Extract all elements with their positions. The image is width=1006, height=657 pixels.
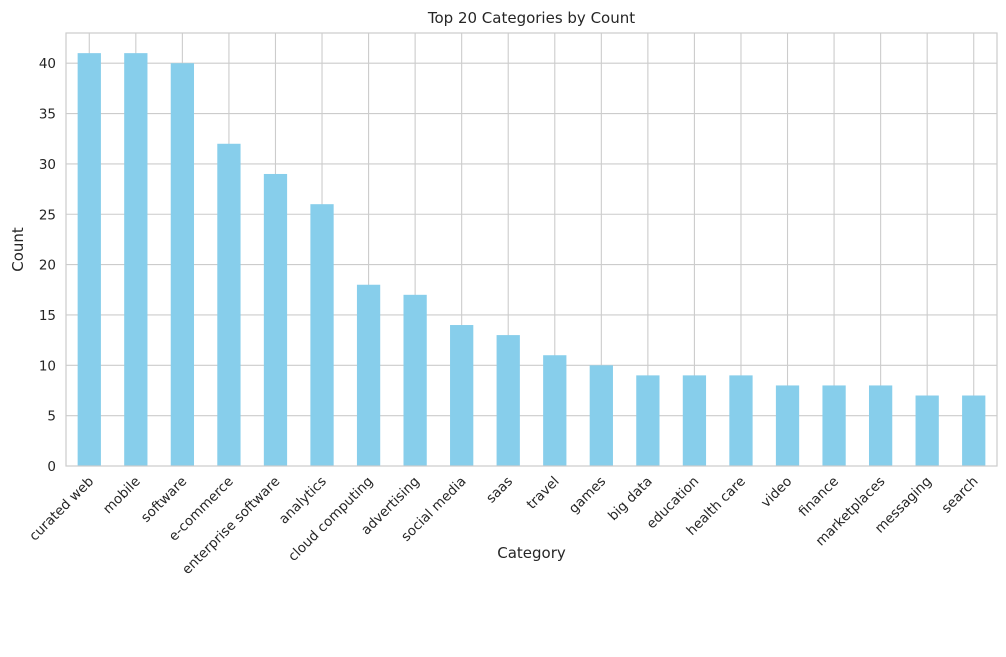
bar-travel: [543, 355, 567, 466]
x-tick-label: curated web: [26, 474, 97, 545]
bar-social-media: [450, 325, 474, 466]
bar-search: [962, 395, 986, 466]
bar-health-care: [729, 375, 753, 466]
bar-advertising: [403, 294, 427, 466]
x-tick-label: cloud computing: [285, 474, 376, 565]
x-axis-label: Category: [497, 544, 566, 562]
bar-video: [775, 385, 800, 466]
y-axis-label: Count: [9, 227, 27, 272]
y-tick-label: 30: [39, 157, 56, 173]
bar-finance: [822, 385, 846, 466]
y-tick-label: 20: [39, 258, 56, 274]
chart-title: Top 20 Categories by Count: [427, 9, 635, 27]
bar-layer: [77, 53, 986, 467]
y-tick-label: 5: [47, 409, 56, 425]
bar-games: [589, 365, 613, 466]
x-tick-label: video: [758, 474, 795, 511]
bar-e-commerce: [217, 143, 241, 466]
x-tick-label: mobile: [100, 474, 144, 518]
bar-curated-web: [77, 53, 101, 467]
y-tick-label: 15: [39, 308, 56, 324]
y-tick-label: 10: [39, 358, 56, 374]
bar-mobile: [124, 53, 148, 467]
y-tick-label: 40: [39, 56, 56, 72]
y-tick-label: 25: [39, 207, 56, 223]
y-tick-label: 0: [47, 459, 56, 475]
x-tick-labels: curated web mobilesoftwaree-commerceenter…: [26, 474, 981, 578]
bar-messaging: [915, 395, 939, 466]
bar-marketplaces: [868, 385, 893, 466]
bar-analytics: [310, 204, 334, 467]
x-tick-label: games: [566, 474, 609, 517]
grid-layer: [66, 33, 997, 467]
bar-education: [682, 375, 707, 466]
x-tick-label: travel: [524, 474, 563, 513]
x-tick-label: finance: [795, 474, 841, 520]
bar-software: [170, 63, 195, 467]
y-tick-label: 35: [39, 107, 56, 123]
x-tick-label: saas: [483, 474, 516, 507]
bar-saas: [496, 335, 520, 466]
plot-frame: [65, 32, 998, 467]
bar-big-data: [636, 375, 660, 466]
bar-enterprise-software: [263, 173, 288, 466]
bar-cloud-computing: [356, 284, 381, 466]
x-tick-label: search: [939, 474, 982, 517]
y-tick-labels: 0 5 10 15 20 25 30 35 40: [39, 56, 56, 475]
